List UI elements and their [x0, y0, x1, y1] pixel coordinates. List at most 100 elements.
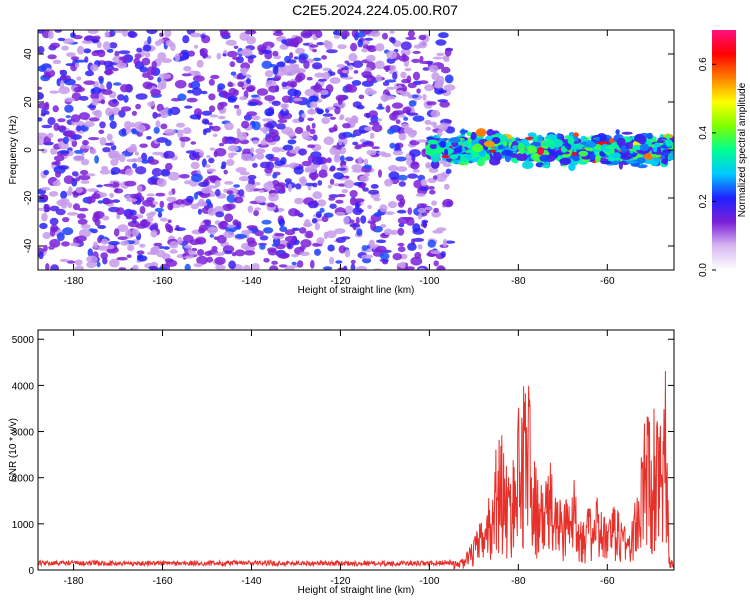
heatmap-cell — [275, 243, 286, 250]
heatmap-cell — [156, 137, 169, 143]
heatmap-cell — [501, 149, 513, 156]
heatmap-cell — [217, 83, 226, 90]
heatmap-cell — [168, 225, 174, 234]
heatmap-cell — [179, 136, 191, 142]
heatmap-cell — [175, 199, 185, 206]
y-tick-label: 40 — [23, 48, 34, 60]
heatmap-cell — [472, 143, 484, 153]
heatmap-cell — [156, 249, 166, 258]
heatmap-cell — [139, 243, 146, 248]
heatmap-cell — [313, 57, 322, 62]
heatmap-cell — [66, 52, 76, 57]
heatmap-cell — [287, 183, 293, 192]
heatmap-cell — [278, 264, 288, 268]
heatmap-cell — [621, 131, 633, 135]
heatmap-cell — [125, 168, 134, 176]
heatmap-cells — [38, 30, 674, 270]
heatmap-cell — [146, 136, 152, 140]
heatmap-cell — [75, 187, 83, 194]
heatmap-cell — [48, 191, 59, 197]
heatmap-cell — [72, 203, 81, 211]
heatmap-cell — [224, 181, 234, 185]
heatmap-cell — [99, 121, 106, 129]
heatmap-cell — [307, 144, 316, 148]
heatmap-cell — [329, 178, 335, 185]
heatmap-cell — [224, 213, 234, 223]
heatmap-cell — [235, 167, 247, 173]
heatmap-cell — [79, 95, 89, 101]
heatmap-cell — [244, 30, 257, 35]
heatmap-cell — [394, 143, 401, 151]
heatmap-cell — [253, 210, 259, 217]
heatmap-cell — [159, 200, 165, 209]
heatmap-cell — [653, 158, 663, 162]
heatmap-cell — [100, 252, 108, 260]
heatmap-cell — [261, 219, 272, 225]
heatmap-cell — [118, 56, 131, 61]
heatmap-cell — [323, 231, 328, 240]
heatmap-cell — [301, 113, 306, 119]
heatmap-cell — [229, 61, 236, 68]
heatmap-cell — [367, 204, 372, 210]
heatmap-cell — [476, 158, 485, 167]
heatmap-cell — [436, 265, 446, 270]
heatmap-cell — [134, 151, 139, 156]
heatmap-cell — [224, 250, 233, 255]
heatmap-cell — [325, 84, 334, 93]
heatmap-cell — [373, 197, 381, 202]
heatmap-cell — [559, 157, 571, 166]
heatmap-cell — [317, 180, 323, 186]
heatmap-cell — [256, 88, 269, 96]
heatmap-cell — [342, 123, 351, 129]
heatmap-cell — [279, 226, 288, 233]
heatmap-cell — [166, 196, 177, 202]
heatmap-cell — [91, 50, 100, 57]
heatmap-cell — [114, 50, 120, 58]
heatmap-cell — [160, 217, 168, 222]
heatmap-cell — [323, 266, 333, 270]
heatmap-cell — [335, 199, 344, 204]
heatmap-cell — [246, 225, 258, 230]
heatmap-cell — [419, 55, 424, 63]
heatmap-cell — [127, 244, 135, 252]
heatmap-cell — [392, 71, 398, 80]
heatmap-cell — [355, 216, 360, 225]
heatmap-cell — [325, 230, 337, 239]
x-tick-label: -140 — [241, 276, 261, 287]
heatmap-cell — [59, 198, 70, 206]
heatmap-cell — [350, 116, 359, 123]
heatmap-cell — [536, 146, 545, 156]
heatmap-cell — [93, 241, 98, 249]
heatmap-cell — [174, 227, 186, 232]
heatmap-cell — [42, 231, 51, 240]
y-tick-label: 20 — [23, 96, 34, 108]
heatmap-cell — [329, 147, 338, 156]
heatmap-cell — [564, 135, 570, 140]
heatmap-cell — [349, 190, 358, 198]
heatmap-cell — [50, 147, 58, 155]
heatmap-cell — [381, 153, 392, 158]
heatmap-cell — [97, 49, 106, 58]
heatmap-cell — [441, 155, 450, 159]
heatmap-cell — [245, 183, 255, 193]
x-tick-label: -80 — [511, 576, 526, 587]
heatmap-cell — [352, 60, 364, 68]
heatmap-cell — [264, 167, 273, 174]
heatmap-cell — [343, 179, 354, 189]
heatmap-cell — [84, 35, 92, 41]
heatmap-cell — [384, 178, 393, 187]
heatmap-cell — [78, 175, 91, 181]
heatmap-cell — [191, 87, 202, 96]
heatmap-cell — [136, 47, 143, 53]
heatmap-cell — [289, 52, 294, 59]
heatmap-cell — [131, 228, 140, 237]
heatmap-cell — [254, 195, 267, 204]
heatmap-cell — [260, 140, 268, 146]
heatmap-cell — [236, 108, 242, 116]
heatmap-cell — [218, 142, 225, 147]
heatmap-cell — [368, 110, 378, 118]
heatmap-cell — [124, 180, 137, 187]
heatmap-cell — [329, 71, 336, 76]
heatmap-cell — [147, 36, 152, 45]
heatmap-cell — [238, 176, 250, 182]
